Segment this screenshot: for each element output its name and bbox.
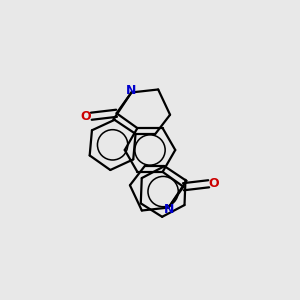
Text: O: O — [209, 177, 219, 190]
Text: O: O — [81, 110, 91, 123]
Text: N: N — [126, 84, 136, 97]
Text: N: N — [164, 203, 174, 216]
